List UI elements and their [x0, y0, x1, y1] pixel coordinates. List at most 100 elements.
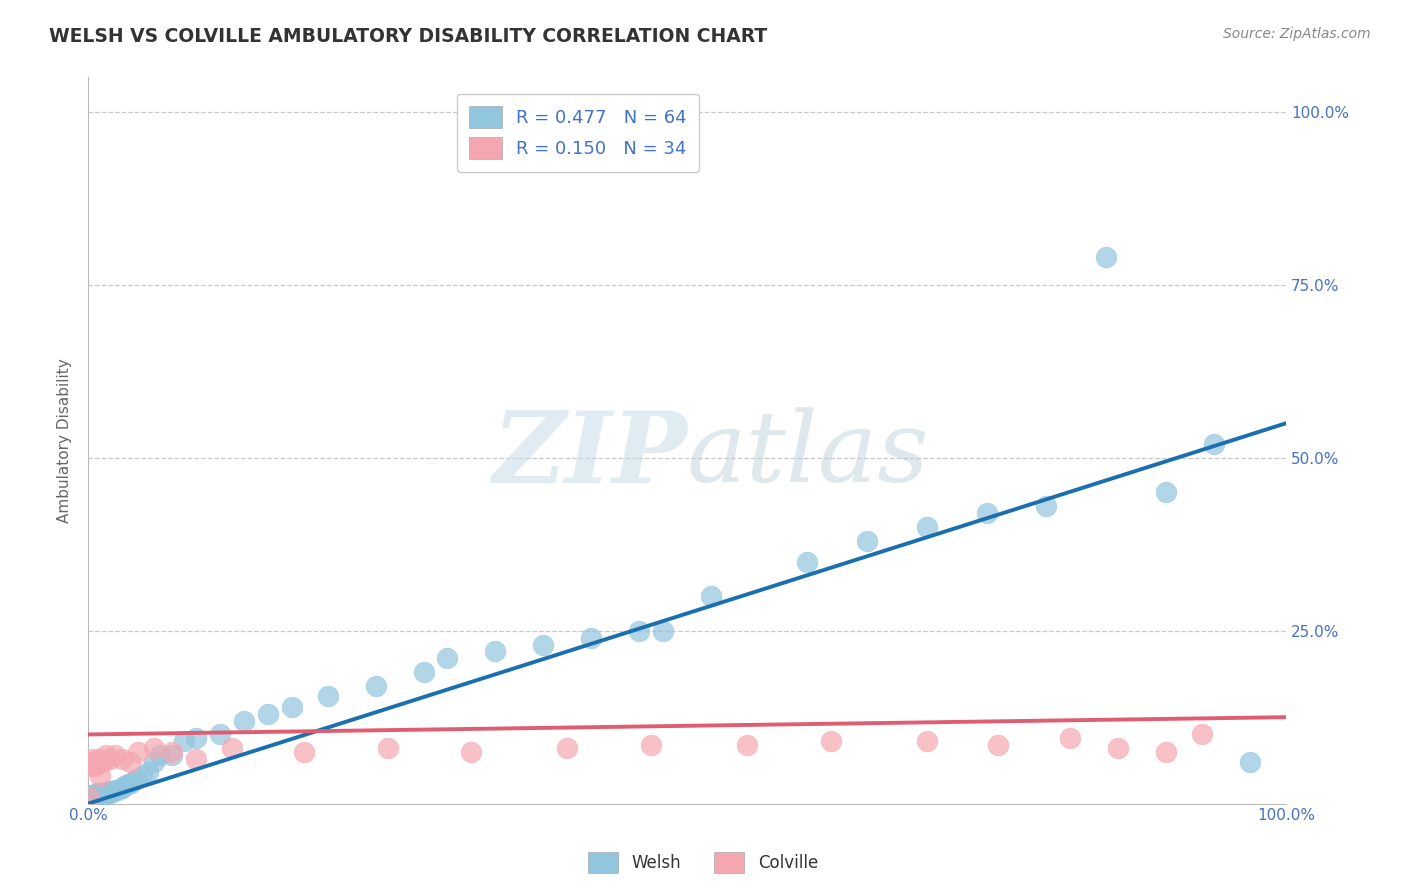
Point — [112, 780, 135, 794]
Point — [436, 651, 458, 665]
Point — [281, 699, 304, 714]
Text: Source: ZipAtlas.com: Source: ZipAtlas.com — [1223, 27, 1371, 41]
Point — [915, 734, 938, 748]
Legend: R = 0.477   N = 64, R = 0.150   N = 34: R = 0.477 N = 64, R = 0.150 N = 34 — [457, 94, 699, 172]
Point — [86, 790, 108, 805]
Point — [98, 752, 121, 766]
Point — [412, 665, 434, 680]
Point — [256, 706, 278, 721]
Point — [80, 755, 103, 769]
Point — [80, 789, 103, 803]
Point — [89, 787, 111, 801]
Point — [364, 679, 387, 693]
Point — [184, 731, 207, 745]
Legend: Welsh, Colville: Welsh, Colville — [582, 846, 824, 880]
Point — [89, 769, 111, 783]
Point — [555, 741, 578, 756]
Text: WELSH VS COLVILLE AMBULATORY DISABILITY CORRELATION CHART: WELSH VS COLVILLE AMBULATORY DISABILITY … — [49, 27, 768, 45]
Point — [83, 791, 105, 805]
Point — [83, 755, 105, 769]
Point — [111, 781, 134, 796]
Point — [640, 738, 662, 752]
Point — [221, 741, 243, 756]
Point — [82, 752, 104, 766]
Point — [149, 748, 172, 763]
Text: atlas: atlas — [688, 408, 929, 503]
Point — [107, 782, 129, 797]
Point — [143, 755, 166, 769]
Point — [316, 690, 339, 704]
Point — [173, 734, 195, 748]
Point — [377, 741, 399, 756]
Point — [735, 738, 758, 752]
Point — [855, 533, 877, 548]
Point — [87, 755, 110, 769]
Point — [87, 789, 110, 804]
Point — [143, 741, 166, 756]
Point — [80, 790, 103, 805]
Point — [103, 748, 125, 763]
Point — [628, 624, 651, 638]
Point — [1239, 755, 1261, 769]
Point — [86, 788, 108, 802]
Point — [1204, 437, 1226, 451]
Point — [1035, 500, 1057, 514]
Point — [460, 745, 482, 759]
Point — [96, 786, 118, 800]
Point — [208, 727, 231, 741]
Point — [84, 758, 107, 772]
Point — [1107, 741, 1129, 756]
Point — [131, 769, 153, 783]
Point — [111, 752, 134, 766]
Point — [93, 786, 115, 800]
Point — [86, 756, 108, 771]
Point — [1059, 731, 1081, 745]
Y-axis label: Ambulatory Disability: Ambulatory Disability — [58, 359, 72, 523]
Point — [700, 589, 723, 603]
Point — [1154, 745, 1177, 759]
Point — [117, 777, 139, 791]
Point — [120, 755, 142, 769]
Point — [79, 789, 101, 804]
Point — [83, 789, 105, 803]
Point — [94, 748, 117, 763]
Point — [1154, 485, 1177, 500]
Point — [125, 772, 148, 787]
Point — [101, 785, 124, 799]
Point — [87, 789, 110, 803]
Point — [1095, 250, 1118, 264]
Point — [79, 789, 101, 804]
Point — [79, 791, 101, 805]
Point — [91, 755, 114, 769]
Point — [292, 745, 315, 759]
Point — [232, 714, 254, 728]
Point — [91, 787, 114, 801]
Point — [87, 786, 110, 800]
Point — [120, 776, 142, 790]
Point — [581, 631, 603, 645]
Point — [103, 783, 125, 797]
Point — [127, 745, 149, 759]
Point — [100, 784, 122, 798]
Point — [1191, 727, 1213, 741]
Point — [184, 752, 207, 766]
Text: ZIP: ZIP — [492, 407, 688, 503]
Point — [84, 789, 107, 804]
Point — [915, 520, 938, 534]
Point — [79, 758, 101, 772]
Point — [84, 787, 107, 801]
Point — [87, 752, 110, 766]
Point — [94, 786, 117, 800]
Point — [160, 748, 183, 763]
Point — [82, 789, 104, 804]
Point — [976, 506, 998, 520]
Point — [484, 644, 506, 658]
Point — [98, 786, 121, 800]
Point — [820, 734, 842, 748]
Point — [136, 765, 159, 780]
Point — [987, 738, 1010, 752]
Point — [87, 786, 110, 800]
Point — [89, 789, 111, 804]
Point — [90, 789, 112, 803]
Point — [160, 745, 183, 759]
